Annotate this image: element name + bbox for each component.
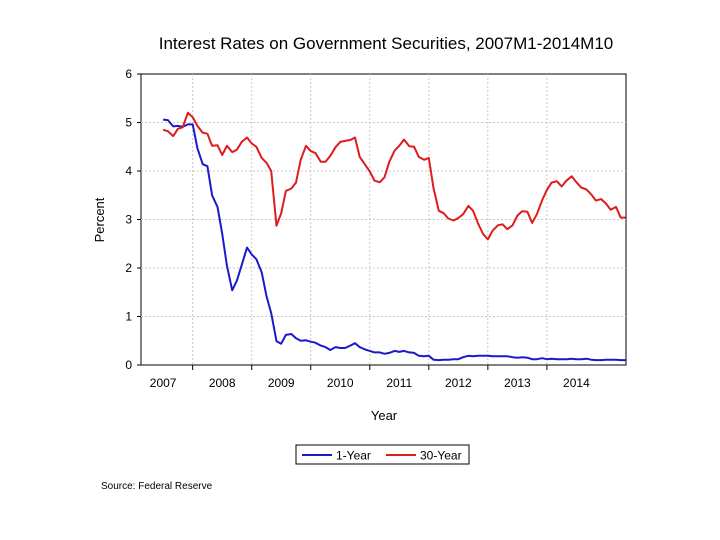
y-axis-label: Percent	[92, 197, 107, 242]
y-axis: 0 1 2 3 4 5 6	[125, 67, 141, 372]
plot-area	[140, 73, 627, 366]
legend-label-1-year: 1-Year	[336, 449, 371, 463]
series-line-30-year	[162, 111, 626, 241]
y-tick-label-4: 4	[125, 164, 132, 178]
legend-box	[295, 444, 470, 465]
x-tick-label-2013: 2013	[504, 376, 531, 390]
y-tick-label-3: 3	[125, 213, 132, 227]
series-line-1-year	[162, 118, 626, 362]
grid	[141, 74, 626, 365]
x-tick-label-2007: 2007	[150, 376, 177, 390]
x-tick-label-2014: 2014	[563, 376, 590, 390]
y-tick-label-6: 6	[125, 67, 132, 81]
y-tick-label-0: 0	[125, 358, 132, 372]
x-tick-label-2008: 2008	[209, 376, 236, 390]
y-tick-label-2: 2	[125, 261, 132, 275]
legend: 1-Year 30-Year	[295, 444, 470, 465]
series-lines	[162, 111, 626, 362]
source-note: Source: Federal Reserve	[101, 481, 213, 492]
y-tick-label-1: 1	[125, 310, 132, 324]
x-tick-label-2009: 2009	[268, 376, 295, 390]
x-axis-label: Year	[371, 408, 398, 423]
x-tick-label-2010: 2010	[327, 376, 354, 390]
y-tick-label-5: 5	[125, 116, 132, 130]
x-tick-label-2012: 2012	[445, 376, 472, 390]
chart-title: Interest Rates on Government Securities,…	[159, 34, 614, 53]
legend-label-30-year: 30-Year	[420, 449, 462, 463]
x-tick-label-2011: 2011	[386, 376, 412, 390]
x-axis: 2007 2008 2009 2010 2011 2012 2013 2014	[150, 365, 590, 390]
